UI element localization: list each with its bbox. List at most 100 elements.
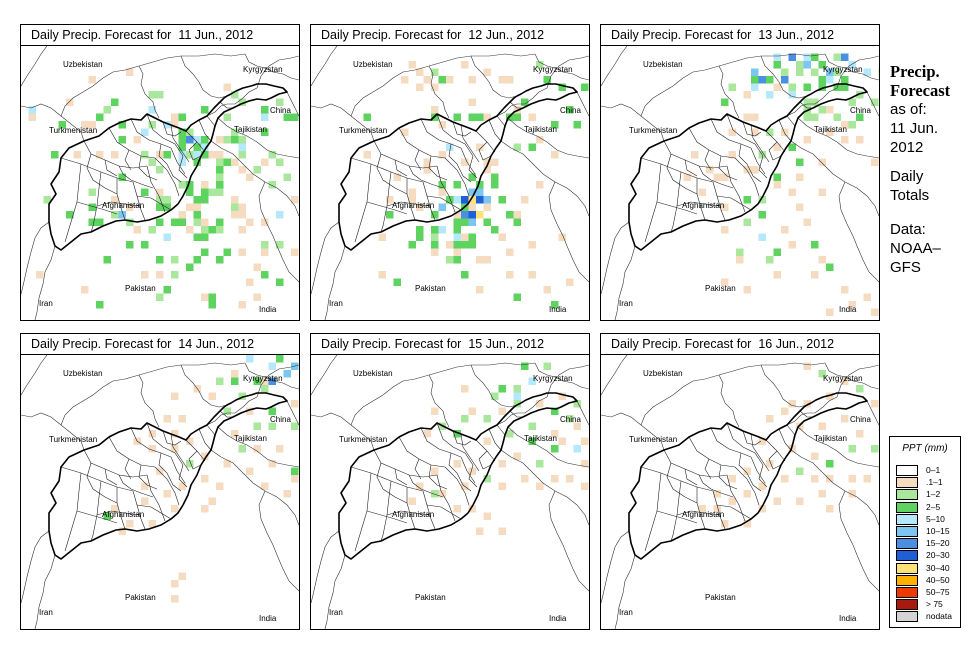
border-line [311,103,375,142]
border-line [507,426,589,468]
border-line [21,355,48,396]
precip-cell [216,188,224,196]
province-line [422,181,436,221]
border-line [790,140,879,217]
country-label: India [549,305,567,314]
province-line [496,424,506,436]
precip-cell [476,256,484,264]
country-label: Iran [39,299,53,308]
precip-cell [803,83,811,91]
precip-cell [186,203,194,211]
precip-cell [238,166,246,174]
border-line [428,374,450,428]
precip-cell [208,188,216,196]
border-line [34,554,56,629]
border-line [601,530,630,604]
precip-cell [483,475,491,483]
province-line [726,165,746,213]
legend-label: 5–10 [926,513,945,524]
precip-cell [788,400,796,408]
province-line [138,464,158,490]
precip-cell [461,271,469,279]
border-line [824,53,879,81]
border-line [786,87,838,117]
country-label: Pakistan [705,593,736,602]
precip-cell [246,407,254,415]
province-line [670,480,682,542]
precip-cell [728,151,736,159]
precip-cell [163,203,171,211]
province-line [350,466,424,492]
precip-cell [408,61,416,69]
precip-cell [201,136,209,144]
precip-cell [208,226,216,234]
precip-cell [766,91,774,99]
border-line [286,91,299,117]
precip-cell [773,497,781,505]
border-line [718,374,740,428]
precip-cell [408,188,416,196]
border-line [180,364,228,408]
precip-cell [141,271,149,279]
province-line [219,101,233,109]
border-line [718,65,740,119]
precip-cell [231,91,239,99]
precip-cell [453,113,461,121]
precip-cell [193,173,201,181]
precip-cell [246,173,254,181]
precip-cell [148,218,156,226]
province-line [132,490,146,530]
precip-cell [826,308,834,316]
precip-cell [253,445,261,453]
precip-cell [751,166,759,174]
precip-cell [826,263,834,271]
precip-cell [781,76,789,84]
precip-cell [268,362,276,370]
precip-cell [268,460,276,468]
precip-cell [186,151,194,159]
border-line [311,412,375,451]
precip-cell [201,188,209,196]
border-line [350,53,536,117]
province-line [428,464,448,490]
precip-cell [43,196,51,204]
precip-cell [28,106,36,114]
precip-cell [468,211,476,219]
country-label: Tajikistan [234,125,267,134]
country-label: Afghanistan [102,201,144,210]
precip-cell [261,248,269,256]
precip-cell [111,505,119,513]
province-line [428,155,448,181]
precip-cell [88,188,96,196]
precip-cell [476,143,484,151]
precip-cell [66,98,74,106]
precip-cell [291,196,299,204]
province-lines [640,101,813,243]
province-line [118,474,154,498]
afghanistan-border [338,392,578,560]
precip-cell [871,400,879,408]
map-svg: UzbekistanKazakhstanKyrgyzstanChinaTurkm… [601,46,879,320]
precip-cell [721,278,729,286]
precip-cell [766,76,774,84]
border-line [206,396,258,426]
country-label: Afghanistan [392,510,434,519]
precip-cell [453,233,461,241]
precip-cell [238,301,246,309]
country-label: Uzbekistan [643,60,683,69]
precip-cell [483,256,491,264]
precip-cell [223,158,231,166]
precip-cell [453,196,461,204]
precip-cell [811,113,819,121]
precip-cell [796,203,804,211]
border-line [640,53,826,117]
legend-swatch [896,587,918,598]
precip-cell [721,173,729,181]
border-line [311,355,338,396]
border-line [324,245,346,320]
province-line [765,439,786,462]
precip-cell [378,233,386,241]
country-label: Afghanistan [682,510,724,519]
precip-cell [803,53,811,61]
precip-cells [363,61,589,309]
